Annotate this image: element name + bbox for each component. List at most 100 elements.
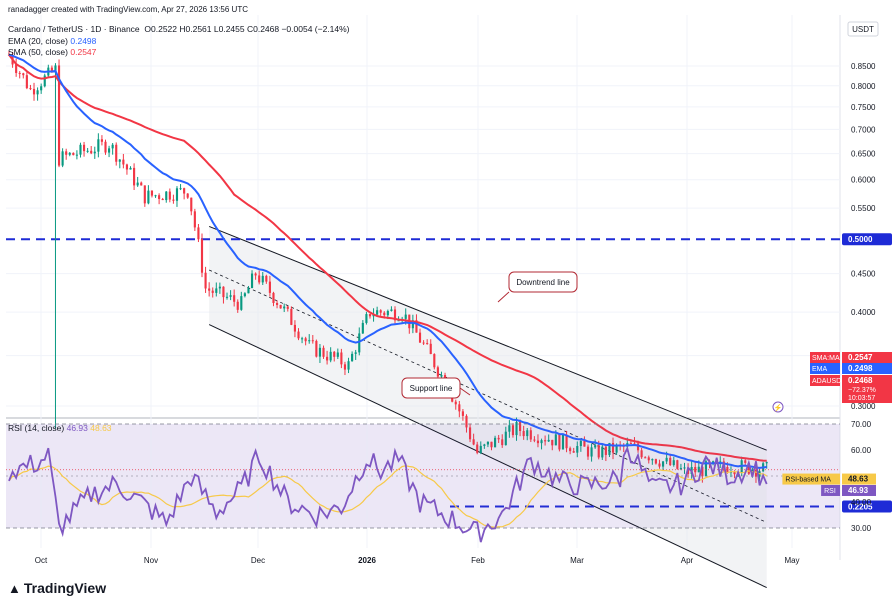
tradingview-brand[interactable]: ▲ TradingView xyxy=(8,580,106,596)
candle-body xyxy=(661,461,665,467)
candle-body xyxy=(343,364,347,370)
candle-body xyxy=(43,75,46,87)
candle-body xyxy=(672,460,675,466)
rsi-legend-value: 46.93 xyxy=(66,423,88,433)
candle-body xyxy=(683,467,686,469)
support-callout-text: Support line xyxy=(410,384,453,393)
candle-body xyxy=(111,144,114,149)
downtrend-callout-text: Downtrend line xyxy=(516,278,570,287)
candle-body xyxy=(347,361,350,370)
ohlc-values: O0.2522 H0.2561 L0.2455 C0.2468 −0.0054 … xyxy=(144,24,350,34)
candle-body xyxy=(754,469,758,477)
candle-body xyxy=(100,139,103,142)
candle-body xyxy=(32,88,36,95)
candle-body xyxy=(679,468,682,470)
candle-body xyxy=(304,338,307,342)
candle-body xyxy=(40,86,43,91)
symbol-header: Cardano / TetherUS · 1D · Binance O0.252… xyxy=(8,24,350,34)
candle-body xyxy=(579,440,582,447)
candle-body xyxy=(526,430,529,437)
candle-body xyxy=(147,190,150,204)
candle-body xyxy=(590,447,593,457)
candle-body xyxy=(193,211,196,228)
candle-body xyxy=(140,182,143,186)
candle-body xyxy=(376,310,379,315)
rsi-tick-label: 60.00 xyxy=(851,446,872,455)
candle-body xyxy=(361,322,364,334)
candle-body xyxy=(18,72,21,74)
currency-selector[interactable]: USDT xyxy=(847,21,879,37)
rsi-tick-label: 30.00 xyxy=(851,524,872,533)
candle-body xyxy=(254,273,257,276)
candle-body xyxy=(168,191,171,200)
rsi-legend[interactable]: RSI (14, close) 46.93 48.63 xyxy=(8,423,112,433)
candle-body xyxy=(225,296,229,298)
candle-body xyxy=(136,182,139,186)
price-badge-tag xyxy=(810,375,840,386)
candle-body xyxy=(275,302,279,305)
candle-body xyxy=(519,421,522,431)
candle-body xyxy=(615,444,618,453)
price-badge-value: 0.2498 xyxy=(848,364,873,373)
candle-body xyxy=(236,301,239,310)
sma50-line xyxy=(8,54,767,462)
sma-legend[interactable]: SMA (50, close) 0.2547 xyxy=(8,47,96,57)
candle-body xyxy=(250,273,254,289)
candle-body xyxy=(576,446,579,453)
candle-body xyxy=(218,286,221,289)
candle-body xyxy=(665,457,668,462)
rsi-badge: RSI 46.93 xyxy=(821,484,876,496)
rsi-ma-legend-value: 48.63 xyxy=(90,423,112,433)
candle-body xyxy=(265,275,268,282)
price-tick-label: 0.6500 xyxy=(851,150,876,159)
candle-body xyxy=(554,434,557,446)
candle-body xyxy=(536,440,540,444)
price-badge-value-box xyxy=(842,352,892,363)
candle-body xyxy=(522,430,525,437)
candle-body xyxy=(143,185,146,204)
symbol-title[interactable]: Cardano / TetherUS · 1D · Binance xyxy=(8,24,140,34)
candle-body xyxy=(540,440,543,444)
candle-body xyxy=(97,139,100,152)
candle-body xyxy=(293,324,296,332)
rsi-badge: RSI-based MA 48.63 xyxy=(782,473,876,485)
candle-body xyxy=(397,320,400,322)
candle-body xyxy=(608,442,611,455)
price-badge-label: EMA xyxy=(812,366,828,373)
channel-lower-line xyxy=(208,324,767,589)
candle-body xyxy=(25,75,28,89)
candle-body xyxy=(172,199,175,201)
time-tick-label: May xyxy=(784,556,799,565)
level-badge xyxy=(842,233,892,246)
candle-body xyxy=(479,445,482,453)
candle-body xyxy=(104,141,107,153)
ema-legend[interactable]: EMA (20, close) 0.2498 xyxy=(8,36,96,46)
rsi-badge-tag xyxy=(821,484,840,496)
candle-body xyxy=(154,195,157,197)
rsi-tick-label: 70.00 xyxy=(851,420,872,429)
candle-body xyxy=(204,272,207,289)
candle-body xyxy=(179,188,182,190)
downtrend-callout-box xyxy=(508,271,578,293)
candle-body xyxy=(301,338,304,340)
candle-body xyxy=(247,288,250,294)
candle-body xyxy=(190,197,193,212)
candle-body xyxy=(379,310,382,313)
candle-body xyxy=(765,462,768,464)
candle-body xyxy=(393,309,397,321)
candle-body xyxy=(547,439,550,442)
candle-body xyxy=(215,288,218,293)
price-tick-label: 0.5500 xyxy=(851,204,876,213)
candle-body xyxy=(415,320,418,333)
rsi-badge-value-box xyxy=(842,484,876,496)
currency-label: USDT xyxy=(852,25,874,34)
rsi-badge-tag xyxy=(782,473,840,485)
time-tick-label: Dec xyxy=(251,556,265,565)
candle-body xyxy=(283,306,286,309)
candle-body xyxy=(640,450,643,458)
price-tick-label: 0.8500 xyxy=(851,62,876,71)
price-badge-value-box xyxy=(842,363,892,374)
sma-legend-label: SMA (50, close) xyxy=(8,47,68,57)
candle-body xyxy=(747,462,750,474)
candle-body xyxy=(504,431,507,446)
